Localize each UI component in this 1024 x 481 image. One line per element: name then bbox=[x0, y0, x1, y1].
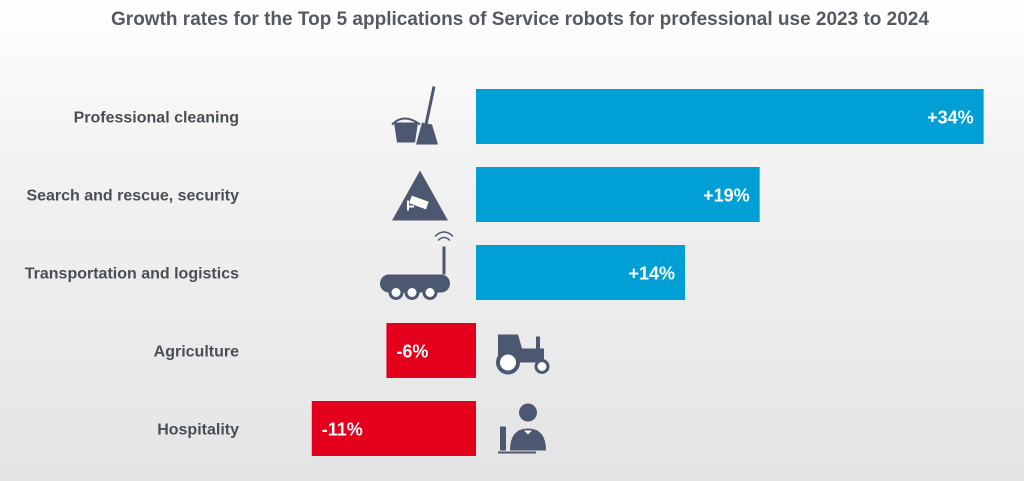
bar-group: -6% Agriculture bbox=[154, 323, 550, 378]
category-label: Transportation and logistics bbox=[25, 266, 239, 283]
bar-group: +19% Search and rescue, security bbox=[26, 167, 760, 222]
chart-title: Growth rates for the Top 5 applications … bbox=[111, 9, 929, 30]
bar-group: +34% Professional cleaning bbox=[74, 86, 984, 145]
bar-group: -11% Hospitality bbox=[157, 401, 546, 456]
bar-group: +14% Transportation and logistics bbox=[25, 231, 686, 300]
data-label: +19% bbox=[703, 186, 750, 206]
bucket-mop-icon bbox=[391, 86, 438, 145]
category-label: Hospitality bbox=[157, 422, 239, 439]
data-label: +14% bbox=[628, 264, 675, 284]
surveillance-camera-warning-icon bbox=[392, 170, 448, 221]
data-label: +34% bbox=[927, 108, 974, 128]
category-label: Agriculture bbox=[154, 344, 239, 361]
bar bbox=[476, 167, 760, 222]
bar bbox=[476, 245, 686, 300]
robot-vehicle-icon bbox=[380, 231, 454, 300]
bar bbox=[311, 401, 476, 456]
bar bbox=[476, 89, 984, 144]
tractor-icon bbox=[496, 334, 550, 375]
category-label: Search and rescue, security bbox=[26, 188, 239, 205]
data-label: -11% bbox=[322, 420, 363, 440]
category-label: Professional cleaning bbox=[74, 110, 239, 127]
bar bbox=[386, 323, 476, 378]
waiter-icon bbox=[498, 403, 546, 454]
data-label: -6% bbox=[396, 342, 428, 362]
